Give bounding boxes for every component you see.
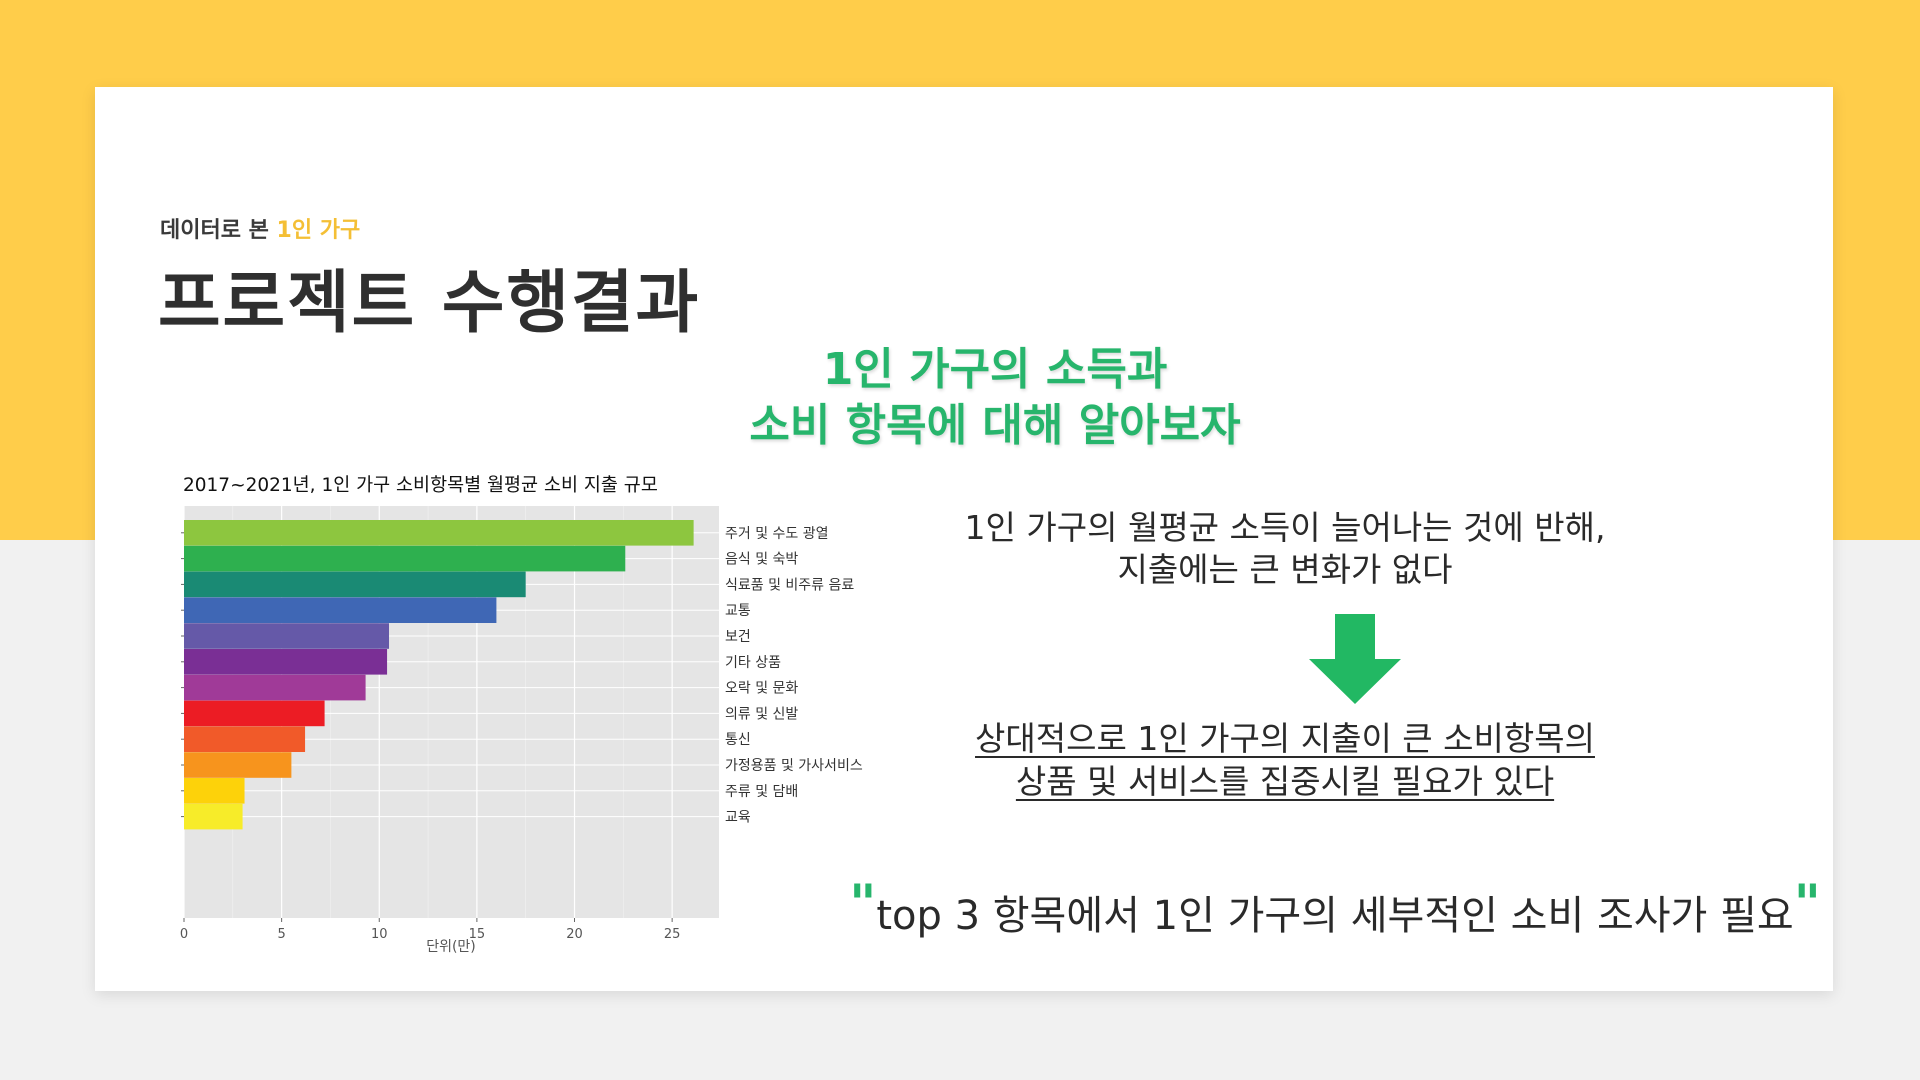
category-label: 의류 및 신발 (725, 706, 798, 722)
bar (184, 674, 366, 701)
note-line-1: 1인 가구의 월평균 소득이 늘어나는 것에 반해, (964, 508, 1606, 547)
x-axis-label: 단위(만) (426, 939, 476, 955)
bar (184, 571, 526, 598)
bar (184, 623, 390, 649)
slide-kicker: 데이터로 본 1인 가구 (160, 212, 360, 244)
bar (184, 778, 245, 804)
category-label: 보건 (725, 629, 751, 645)
bar (184, 752, 292, 778)
x-tick-label: 15 (469, 927, 486, 942)
category-label: 오락 및 문화 (725, 681, 798, 697)
category-label: 가정용품 및 가사서비스 (725, 758, 863, 774)
bars (184, 520, 694, 830)
category-label: 식료품 및 비주류 음료 (725, 577, 854, 593)
spending-bar-chart: 2017~2021년, 1인 가구 소비항목별 월평균 소비 지출 규모 주거 … (145, 469, 965, 1059)
headline: 1인 가구의 소득과 소비 항목에 대해 알아보자 (615, 342, 1375, 454)
bar (184, 649, 388, 675)
bar (184, 803, 243, 830)
x-tick-label: 20 (566, 927, 583, 942)
open-quote-mark: " (849, 874, 877, 934)
x-tick-label: 25 (664, 927, 681, 942)
page-title: 프로젝트 수행결과 (158, 264, 701, 343)
kicker-highlight: 1인 가구 (276, 218, 361, 243)
kicker-prefix: 데이터로 본 (160, 218, 269, 243)
x-tick-label: 0 (180, 927, 188, 942)
bar (184, 545, 626, 572)
x-tick-label: 5 (277, 927, 285, 942)
category-label: 교육 (725, 810, 751, 826)
close-quote-mark: " (1793, 874, 1821, 934)
category-label: 교통 (725, 603, 751, 619)
slide-card: 데이터로 본 1인 가구 프로젝트 수행결과 1인 가구의 소득과 소비 항목에… (95, 87, 1833, 991)
bar (184, 726, 306, 752)
quote-text: "top 3 항목에서 1인 가구의 세부적인 소비 조사가 필요" (845, 874, 1825, 942)
category-label: 주류 및 담배 (725, 784, 798, 800)
conclusion-line-2: 상품 및 서비스를 집중시킬 필요가 있다 (1015, 762, 1555, 801)
category-label: 주거 및 수도 광열 (725, 526, 829, 542)
bar (184, 700, 325, 727)
category-label: 음식 및 숙박 (725, 552, 798, 568)
x-tick-label: 10 (371, 927, 388, 942)
quote-body: top 3 항목에서 1인 가구의 세부적인 소비 조사가 필요 (876, 893, 1794, 939)
note-line-2: 지출에는 큰 변화가 없다 (1117, 550, 1453, 589)
observation-note: 1인 가구의 월평균 소득이 늘어나는 것에 반해, 지출에는 큰 변화가 없다 (885, 507, 1685, 591)
bar (184, 520, 694, 546)
conclusion-line-1: 상대적으로 1인 가구의 지출이 큰 소비항목의 (975, 719, 1595, 758)
arrow-down-icon (1309, 614, 1401, 704)
bar (184, 597, 497, 623)
conclusion-text: 상대적으로 1인 가구의 지출이 큰 소비항목의 상품 및 서비스를 집중시킬 … (885, 717, 1685, 803)
chart-title: 2017~2021년, 1인 가구 소비항목별 월평균 소비 지출 규모 (183, 475, 658, 496)
headline-line-2: 소비 항목에 대해 알아보자 (749, 400, 1241, 451)
headline-line-1: 1인 가구의 소득과 (822, 344, 1168, 395)
x-axis-ticks: 0 5 10 15 20 25 (180, 532, 681, 942)
category-label: 기타 상품 (725, 655, 781, 671)
category-label: 통신 (725, 732, 751, 748)
